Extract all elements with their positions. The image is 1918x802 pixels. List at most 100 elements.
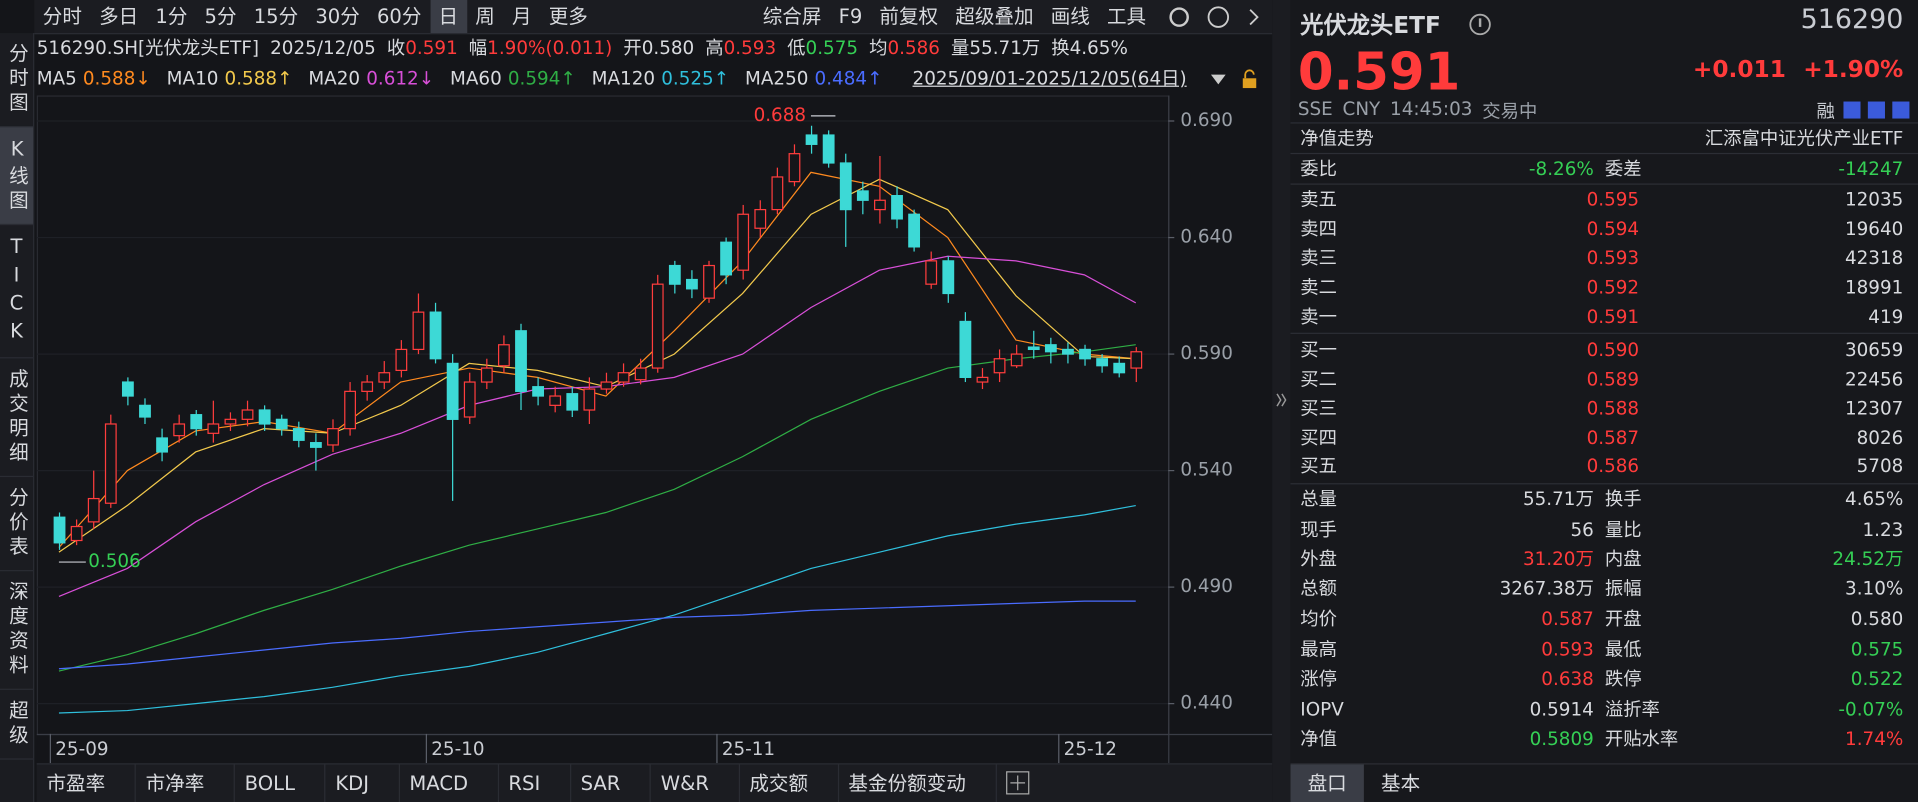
level-label: 买一 (1300, 338, 1337, 361)
level-volume: 12307 (1844, 397, 1904, 420)
settings-icon[interactable] (1169, 7, 1189, 27)
info-value: 0.586 (887, 36, 940, 59)
info-label: 量 (950, 36, 970, 59)
level-label: 买二 (1300, 368, 1337, 391)
candle-body (617, 372, 630, 383)
edit-icon[interactable] (1843, 101, 1861, 119)
period-tab[interactable]: 5分 (204, 4, 237, 29)
period-tab[interactable]: 分时 (42, 4, 82, 29)
y-tick-label: 0.640 (1180, 227, 1232, 248)
indicator-tab[interactable]: 市盈率 (37, 764, 136, 802)
panel-icons[interactable] (1843, 101, 1912, 119)
minus-icon[interactable] (1867, 101, 1885, 119)
divider-bar (1272, 0, 1291, 802)
panel-tab[interactable]: 盘口 (1290, 764, 1364, 802)
period-tab[interactable]: 更多 (548, 4, 588, 29)
sidebar-tab[interactable]: 超级 (0, 690, 34, 760)
meta-item: SSE (1297, 97, 1333, 120)
period-tab[interactable]: 日 (429, 0, 467, 34)
candle-body (207, 423, 220, 434)
field-label: 量比 (1604, 518, 1642, 541)
next-icon[interactable] (1249, 9, 1259, 26)
indicator-tab[interactable]: 成交额 (740, 764, 839, 802)
level-price: 0.587 (1586, 426, 1640, 449)
indicator-tab[interactable]: BOLL (235, 764, 326, 802)
sidebar-tab[interactable]: 成交明细 (0, 358, 34, 478)
info-value: 1.90%(0.011) (487, 36, 613, 59)
separator (1290, 183, 1918, 185)
tool-button[interactable]: 超级叠加 (955, 4, 1034, 29)
help-icon[interactable] (1207, 6, 1230, 28)
period-tab[interactable]: 60分 (376, 4, 422, 29)
info-label: 高 (705, 36, 724, 59)
indicator-tab[interactable]: 市净率 (136, 764, 235, 802)
info-icon[interactable] (1468, 12, 1492, 36)
candle-body (292, 428, 305, 441)
field-label: 内盘 (1604, 547, 1642, 571)
date-range[interactable]: 2025/09/01-2025/12/05(64日) (912, 67, 1187, 90)
indicator-tab[interactable]: SAR (571, 764, 651, 802)
field-label: 总量 (1300, 488, 1337, 511)
info-line: 516290.SH[光伏龙头ETF] 2025/12/05 收0.591 幅1.90%… (37, 33, 1128, 62)
candle-body (1010, 353, 1023, 367)
panel-tabs: 盘口 基本 (1290, 763, 1918, 802)
ma-legend-item: MA120 0.525↑ (592, 64, 729, 93)
candle-body (703, 264, 715, 299)
tool-button[interactable]: 画线 (1050, 4, 1090, 29)
sidebar-tab[interactable]: 分时图 (0, 33, 34, 128)
info-item: 低0.575 (787, 33, 858, 62)
y-tick-label: 0.590 (1180, 343, 1232, 364)
candle-body (600, 381, 613, 390)
indicator-tab[interactable]: W&R (651, 764, 740, 802)
candle-body (839, 162, 852, 211)
level-volume: 12035 (1844, 188, 1904, 211)
tool-button[interactable]: F9 (838, 4, 863, 29)
period-tab[interactable]: 15分 (253, 4, 299, 29)
indicator-tab[interactable]: MACD (400, 764, 499, 802)
sidebar-tab[interactable]: K线图 (0, 127, 34, 226)
indicator-tab[interactable]: RSI (499, 764, 571, 802)
level-volume: 42318 (1844, 247, 1904, 270)
panel-tab[interactable]: 基本 (1381, 771, 1421, 796)
tool-button[interactable]: 工具 (1106, 4, 1147, 29)
candle-body (754, 208, 767, 229)
candle-body (139, 404, 151, 418)
x-tick-label: 25-11 (722, 739, 775, 760)
toolbar-icons[interactable] (1150, 4, 1272, 31)
tool-button[interactable]: 综合屏 (762, 4, 822, 29)
meta-item: 交易中 (1482, 100, 1538, 123)
add-tab-icon[interactable] (996, 765, 1033, 802)
field-value: 1.74% (1845, 727, 1904, 750)
period-tab[interactable]: 1分 (155, 4, 188, 29)
candle-body (908, 213, 921, 248)
field-value: 0.5809 (1529, 727, 1594, 750)
plus-icon[interactable] (1892, 101, 1910, 119)
tool-button[interactable]: 前复权 (879, 4, 939, 29)
sidebar-tab[interactable]: 分价表 (0, 477, 34, 572)
expand-icon[interactable] (1276, 393, 1287, 407)
info-item: 高0.593 (705, 33, 776, 62)
candle-body (327, 428, 339, 446)
dropdown-icon[interactable] (1210, 74, 1226, 85)
info-value: 0.593 (723, 36, 777, 59)
indicator-tab[interactable]: KDJ (326, 764, 400, 802)
range-icons[interactable] (1209, 68, 1265, 90)
info-value: 0.580 (641, 36, 695, 59)
level-price: 0.593 (1586, 247, 1640, 270)
sidebar-tab[interactable]: TICK (0, 225, 34, 359)
field-label: 振幅 (1604, 577, 1642, 600)
candle-body (309, 442, 322, 448)
period-tab[interactable]: 月 (511, 4, 532, 29)
candle-body (1044, 344, 1057, 353)
toolbar: 分时 多日 1分 5分 15分 30分 60分日周月更多 综合屏 F9 前复权 超级叠加 画线 工具 (34, 0, 1273, 35)
candle-body (361, 381, 374, 392)
candle-body (549, 395, 562, 406)
period-tab[interactable]: 30分 (315, 4, 360, 29)
period-tab[interactable]: 周 (475, 4, 495, 29)
ma-line (58, 255, 1137, 598)
lock-icon[interactable] (1242, 78, 1257, 89)
indicator-tab[interactable]: 基金份额变动 (839, 764, 997, 802)
period-tab[interactable]: 多日 (99, 4, 139, 29)
sidebar-tab[interactable]: 深度资料 (0, 571, 34, 690)
meta-item: 14:45:03 (1390, 97, 1473, 120)
